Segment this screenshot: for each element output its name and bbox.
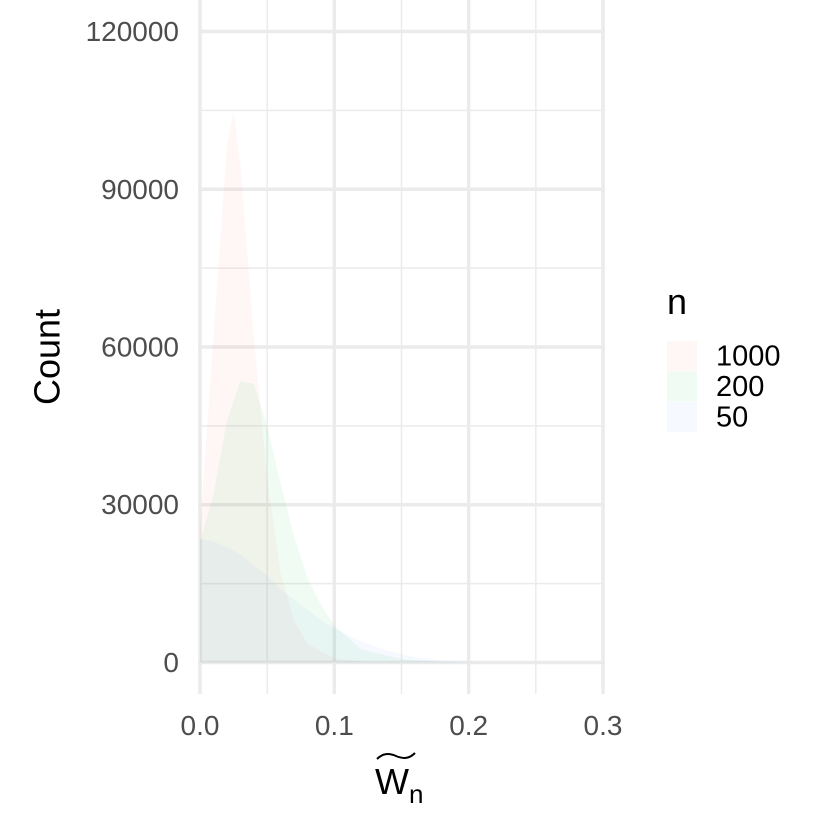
x-tick-label: 0.1 [315,710,354,741]
legend-key-1000 [667,341,697,371]
legend-label-1000: 1000 [716,341,781,373]
y-axis-ticks: 0 30000 60000 90000 120000 [86,16,179,678]
x-tick-label: 0.3 [584,710,623,741]
legend-label-200: 200 [716,371,764,403]
x-axis-tilde [376,752,416,760]
grid-lines [198,0,605,694]
x-axis-ticks: 0.0 0.1 0.2 0.3 [181,710,623,741]
density-areas [200,110,603,663]
legend-label-50: 50 [716,402,748,434]
y-tick-label: 90000 [101,174,179,205]
x-axis-label: Wn [375,761,423,809]
x-axis-title: Wn [375,752,423,809]
legend-key-50 [667,402,697,432]
y-tick-label: 120000 [86,16,179,47]
legend-title: n [667,281,687,322]
y-axis-label: Count [27,309,68,405]
area-series-1000 [200,110,603,663]
area-series-200 [200,381,603,663]
y-tick-label: 0 [163,647,179,678]
legend-key-200 [667,371,697,402]
x-tick-label: 0.2 [449,710,488,741]
x-tick-label: 0.0 [181,710,220,741]
area-series-50 [200,538,603,663]
y-tick-label: 60000 [101,332,179,363]
y-tick-label: 30000 [101,489,179,520]
y-axis-title: Count [27,309,68,405]
